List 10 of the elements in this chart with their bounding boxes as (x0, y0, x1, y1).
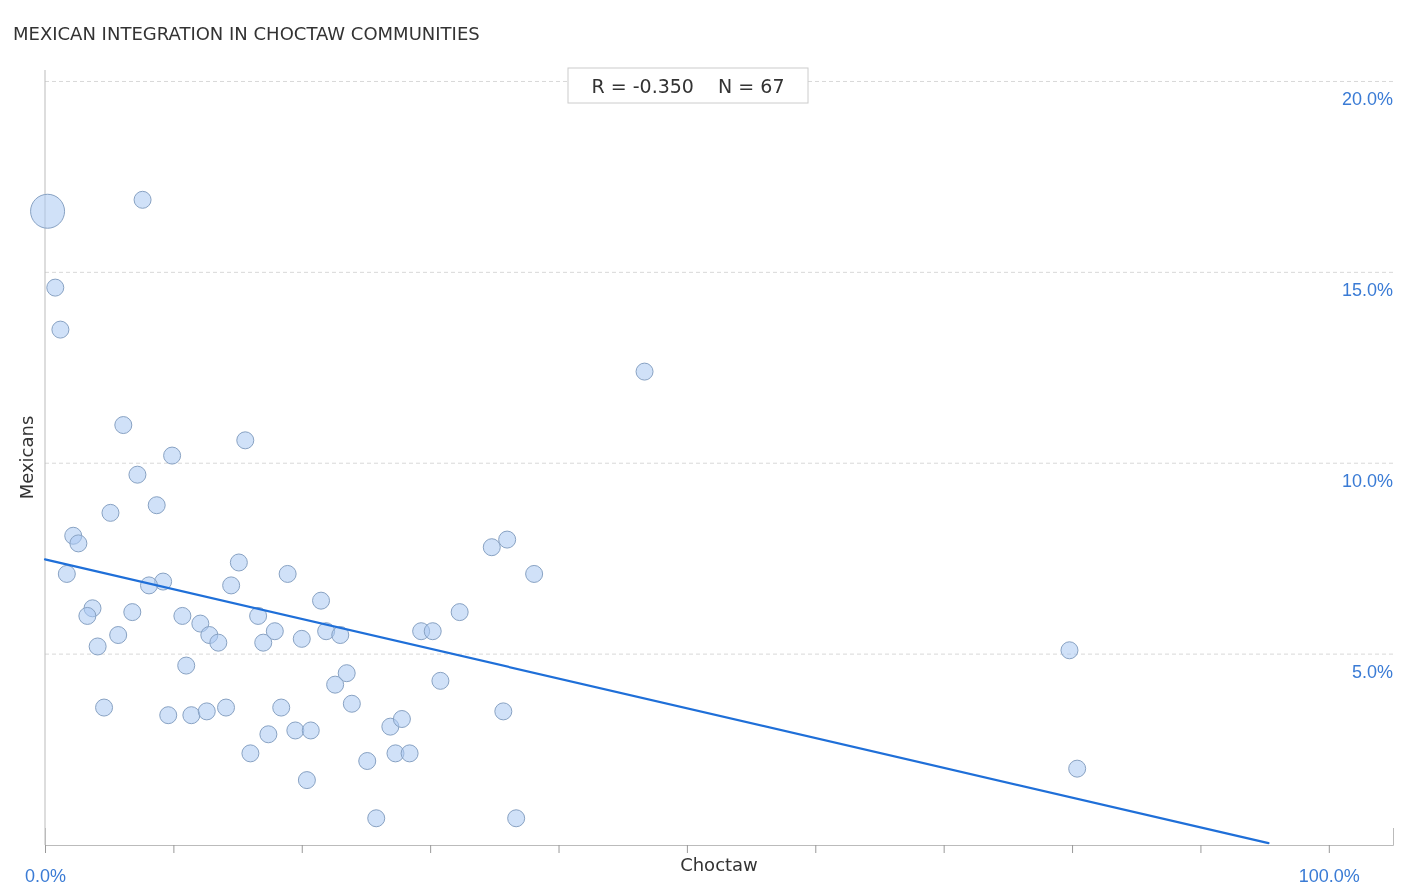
chart-title: MEXICAN INTEGRATION IN CHOCTAW COMMUNITIES (13, 23, 480, 44)
y-tick-label: 20.0% (1341, 89, 1393, 110)
y-tick-label: 10.0% (1341, 471, 1393, 492)
y-tick-label: 5.0% (1351, 662, 1393, 683)
x-tick-label: 0.0% (24, 865, 67, 886)
y-tick-label: 15.0% (1341, 280, 1393, 301)
y-axis-title: Mexicans (16, 415, 37, 500)
x-tick-label: 100.0% (1298, 865, 1360, 886)
annotation: R = -0.350 N = 67 (591, 75, 785, 97)
x-axis-title: Choctaw (680, 854, 758, 875)
